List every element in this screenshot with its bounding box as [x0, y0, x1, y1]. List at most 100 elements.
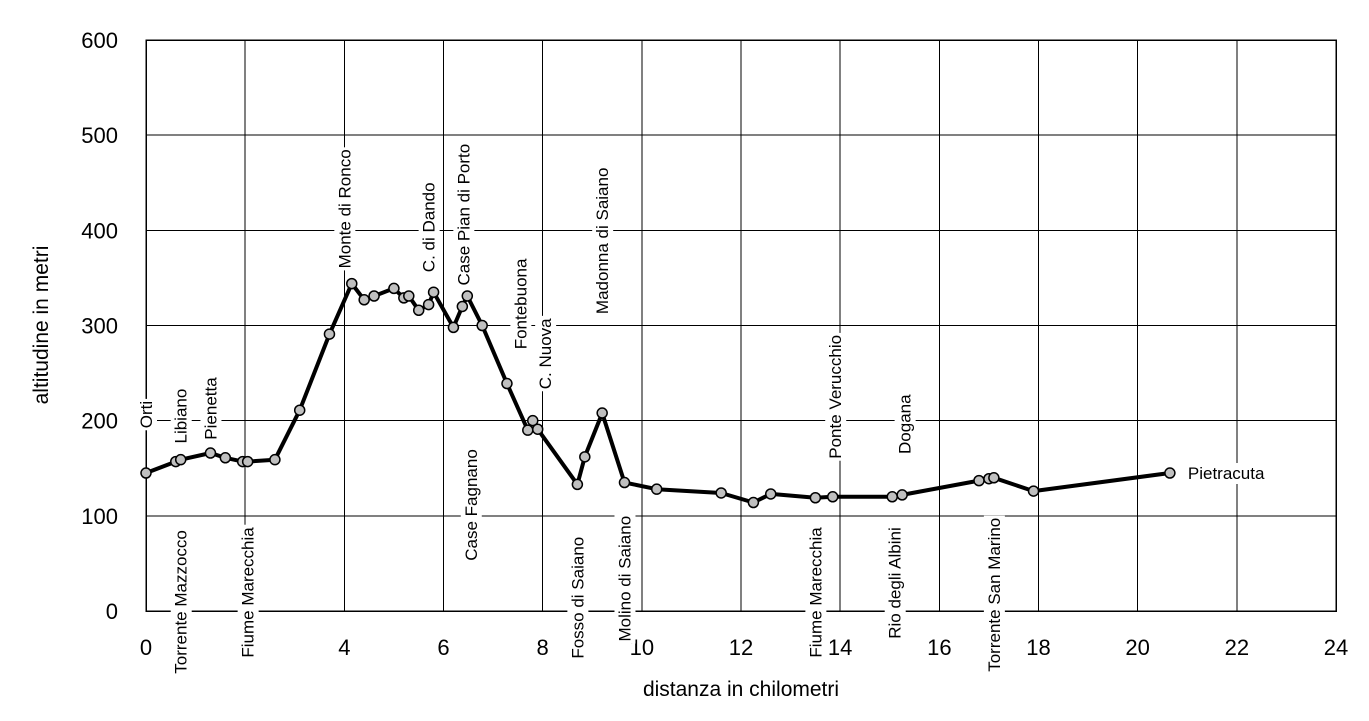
- place-label-background: [136, 398, 157, 431]
- data-point: [809, 492, 822, 504]
- place-label-background: [237, 524, 259, 660]
- x-tick-label: 18: [1026, 635, 1050, 660]
- place-label: Fiume Marecchia: [806, 527, 825, 658]
- data-point: [461, 290, 474, 302]
- place-label: C. Nuova: [536, 318, 555, 389]
- data-point: [422, 298, 435, 311]
- y-tick-label: 200: [81, 409, 118, 434]
- x-tick-label: 4: [338, 635, 350, 660]
- place-label: Pietracuta: [1188, 464, 1265, 483]
- place-labels: Orti Torrente Mazzocco Libiano Pienetta Fium…: [136, 141, 1267, 676]
- data-point: [896, 489, 908, 501]
- y-tick-label: 100: [81, 504, 118, 529]
- data-point: [650, 483, 663, 495]
- place-label-background: [460, 447, 482, 563]
- data-point: [476, 319, 488, 332]
- place-label: Fontebuona: [511, 258, 530, 349]
- data-point: [715, 487, 727, 499]
- data-point: [765, 488, 777, 500]
- place-label: Torrente San Marino: [985, 518, 1004, 672]
- place-label-background: [535, 315, 557, 392]
- place-label-background: [418, 180, 440, 275]
- place-label-background: [614, 513, 636, 644]
- place-label: Fosso di Saiano: [568, 537, 587, 659]
- place-label: Orti: [137, 401, 156, 428]
- place-label: Libiano: [172, 389, 191, 444]
- place-label-background: [592, 165, 614, 317]
- place-label: Torrente Mazzocco: [172, 530, 191, 674]
- y-axis-title: altitudine in metri: [30, 246, 53, 405]
- place-label-background: [1185, 463, 1267, 485]
- place-label: Madonna di Saiano: [593, 168, 612, 315]
- place-label: Molino di Saiano: [615, 516, 634, 642]
- data-point: [571, 478, 584, 491]
- x-tick-label: 6: [437, 635, 449, 660]
- data-point: [241, 455, 254, 468]
- data-point: [886, 491, 898, 503]
- place-label-background: [170, 386, 192, 446]
- x-tick-label: 24: [1324, 635, 1348, 660]
- x-tick-label: 20: [1125, 635, 1149, 660]
- place-label-background: [894, 391, 916, 456]
- place-label-background: [200, 374, 222, 442]
- place-label: Case Pian di Porto: [454, 144, 473, 286]
- place-label: Case Fagnano: [462, 449, 481, 561]
- data-point: [988, 472, 1000, 484]
- grid: [145, 39, 1337, 612]
- profile-series: [140, 277, 1176, 509]
- place-label-background: [884, 525, 906, 641]
- y-tick-label: 400: [81, 218, 118, 243]
- data-point: [293, 404, 306, 416]
- x-axis-title: distanza in chilometri: [643, 678, 839, 701]
- place-label: Rio degli Albini: [886, 527, 905, 639]
- data-point: [174, 453, 187, 466]
- data-point: [368, 290, 380, 302]
- x-tick-label: 22: [1225, 635, 1249, 660]
- place-label: Pienetta: [201, 377, 220, 440]
- x-tick-label: 16: [927, 635, 951, 660]
- data-point: [1164, 467, 1176, 479]
- y-tick-label: 600: [81, 28, 118, 53]
- data-point: [527, 414, 539, 427]
- data-point: [973, 474, 985, 487]
- data-point: [346, 277, 358, 290]
- data-point: [269, 453, 281, 466]
- y-tick-label: 300: [81, 314, 118, 339]
- data-point: [1027, 485, 1040, 497]
- place-label-background: [170, 528, 192, 676]
- data-point: [204, 447, 217, 459]
- place-label: Monte di Ronco: [335, 149, 354, 268]
- data-point: [522, 424, 534, 436]
- data-point: [447, 321, 460, 334]
- data-point: [427, 286, 440, 298]
- data-point: [501, 377, 513, 390]
- axis-ticks: 0100200300400500600024681012141618202224: [81, 28, 1348, 660]
- place-label: Ponte Verucchio: [826, 335, 845, 459]
- data-point: [826, 491, 839, 503]
- data-point: [531, 423, 544, 435]
- data-point: [456, 300, 469, 313]
- data-point: [388, 282, 400, 295]
- data-point: [140, 467, 152, 479]
- place-label-background: [567, 534, 589, 661]
- data-point: [618, 476, 631, 489]
- data-point: [579, 451, 591, 463]
- data-point: [596, 407, 608, 419]
- place-label-background: [805, 524, 827, 660]
- y-tick-label: 500: [81, 123, 118, 148]
- place-label-background: [453, 141, 475, 288]
- place-label-background: [510, 256, 532, 352]
- y-tick-label: 0: [106, 599, 118, 624]
- data-point: [219, 452, 232, 464]
- x-tick-label: 14: [828, 635, 852, 660]
- x-tick-label: 8: [537, 635, 549, 660]
- place-label: Dogana: [896, 394, 915, 454]
- place-label-background: [334, 147, 356, 271]
- data-point: [403, 290, 415, 302]
- data-point: [323, 328, 336, 340]
- profile-line: [145, 281, 1171, 505]
- place-label-background: [825, 332, 847, 461]
- place-label: Fiume Marecchia: [239, 527, 258, 658]
- place-label-background: [983, 515, 1005, 674]
